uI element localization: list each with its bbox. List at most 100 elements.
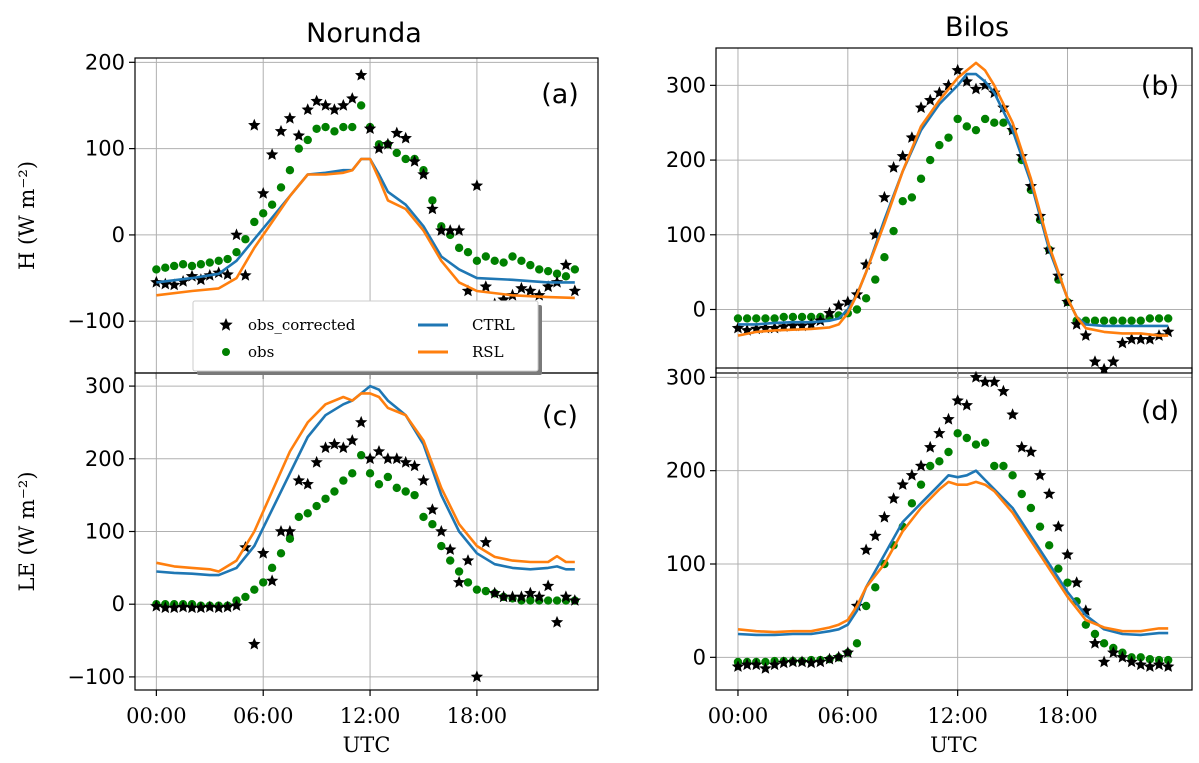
point-obs — [472, 256, 482, 266]
point-obs-corrected — [337, 99, 350, 111]
point-obs-corrected — [274, 124, 288, 137]
point-obs — [999, 118, 1008, 127]
point-obs-corrected — [319, 441, 332, 454]
point-obs — [285, 165, 295, 175]
point-obs — [852, 639, 862, 648]
point-obs-corrected — [390, 126, 403, 139]
point-obs-corrected — [479, 280, 492, 292]
point-obs-corrected — [1052, 520, 1065, 532]
legend-item-rsl: RSL — [418, 343, 504, 361]
point-obs-corrected — [878, 190, 891, 203]
point-obs — [285, 534, 295, 543]
point-obs-corrected — [257, 187, 270, 199]
legend-item-obs: obs — [222, 343, 274, 361]
point-obs-corrected — [346, 92, 359, 104]
point-obs-corrected — [399, 455, 412, 468]
y-tick-label: 100 — [666, 223, 706, 247]
series-line-rsl — [737, 61, 1169, 337]
point-obs — [169, 261, 179, 271]
point-obs-corrected — [292, 474, 305, 486]
point-obs-corrected — [969, 370, 983, 383]
x-tick-label: 12:00 — [340, 704, 401, 728]
panel-b-bilos-h: 0 100 200 300 (b) — [666, 47, 1193, 379]
point-obs — [205, 258, 214, 267]
point-obs-corrected — [550, 615, 564, 628]
point-obs — [356, 450, 366, 460]
point-obs — [779, 312, 788, 322]
point-obs — [807, 312, 816, 322]
y-tick-label: 100 — [85, 137, 125, 161]
series-line-ctrl — [737, 469, 1169, 637]
point-obs — [187, 261, 197, 271]
point-obs — [294, 512, 304, 522]
point-obs — [223, 254, 232, 264]
point-obs — [250, 217, 259, 227]
point-obs-corrected — [310, 455, 323, 468]
point-obs-corrected — [461, 554, 475, 566]
panel-label: (d) — [1141, 396, 1179, 427]
point-obs — [401, 487, 410, 496]
point-obs — [241, 235, 250, 244]
point-obs-corrected — [905, 468, 919, 481]
point-obs-corrected — [372, 445, 386, 457]
point-obs-corrected — [417, 474, 430, 486]
point-obs-corrected — [1088, 636, 1102, 649]
point-obs-corrected — [470, 670, 484, 683]
y-tick-label: 0 — [693, 645, 706, 669]
point-obs-corrected — [559, 590, 573, 603]
point-obs-corrected — [832, 299, 845, 311]
point-obs — [926, 155, 935, 165]
point-obs-corrected — [159, 277, 172, 290]
point-obs-corrected — [150, 599, 163, 612]
point-obs-corrected — [230, 599, 243, 611]
legend-box — [192, 300, 539, 372]
point-obs — [241, 592, 250, 602]
point-obs-corrected — [265, 574, 279, 587]
point-obs-corrected — [363, 452, 377, 465]
point-obs — [508, 252, 517, 261]
point-obs — [561, 272, 571, 281]
point-obs-corrected — [257, 546, 270, 559]
point-obs-corrected — [841, 646, 854, 658]
point-obs — [348, 122, 357, 132]
point-obs — [871, 583, 880, 592]
point-obs — [312, 124, 321, 133]
point-obs-corrected — [568, 594, 581, 606]
point-obs — [267, 200, 277, 209]
y-tick-label: 200 — [85, 50, 125, 74]
point-obs — [152, 265, 161, 274]
point-obs — [916, 174, 926, 183]
y-tick-label: 200 — [666, 459, 706, 483]
point-obs — [1054, 564, 1063, 573]
point-obs-corrected — [497, 590, 510, 603]
point-obs-corrected — [1006, 408, 1019, 420]
point-obs-corrected — [515, 281, 528, 294]
point-obs-corrected — [878, 510, 891, 523]
point-obs-corrected — [452, 224, 466, 236]
point-obs-corrected — [942, 412, 955, 425]
point-obs-corrected — [274, 525, 288, 537]
dot-icon — [222, 348, 230, 356]
point-obs — [321, 122, 330, 132]
point-obs-corrected — [283, 111, 297, 124]
point-obs-corrected — [408, 155, 421, 167]
point-obs — [481, 586, 491, 596]
point-obs-corrected — [479, 535, 492, 548]
x-tick-label: 00:00 — [126, 704, 187, 728]
panel-label: (a) — [541, 79, 579, 110]
point-obs-corrected — [301, 103, 314, 115]
point-obs — [1127, 316, 1136, 325]
plot-area — [150, 68, 581, 310]
point-obs-corrected — [777, 656, 790, 669]
point-obs — [196, 260, 206, 269]
y-tick-label: 200 — [85, 447, 125, 471]
point-obs-corrected — [559, 258, 573, 271]
point-obs — [410, 490, 419, 500]
point-obs — [770, 314, 779, 323]
point-obs-corrected — [1125, 332, 1138, 345]
point-obs-corrected — [786, 655, 800, 668]
axes-frame — [715, 47, 1193, 374]
point-obs — [259, 209, 268, 218]
title-norunda: Norunda — [306, 18, 422, 49]
series-line-rsl — [156, 157, 575, 300]
